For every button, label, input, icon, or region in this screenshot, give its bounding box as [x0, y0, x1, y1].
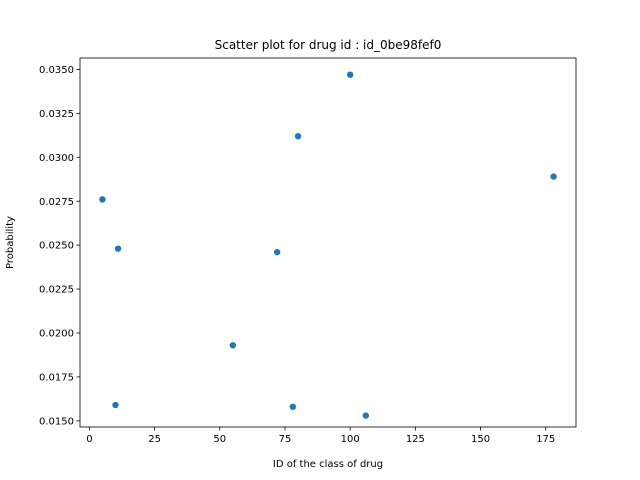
data-point	[550, 173, 556, 179]
data-point	[99, 196, 105, 202]
y-tick-label: 0.0350	[39, 65, 74, 76]
data-point	[347, 71, 353, 77]
y-tick-label: 0.0200	[39, 329, 74, 340]
x-axis-label: ID of the class of drug	[273, 459, 383, 470]
data-point	[363, 412, 369, 418]
x-tick-label: 100	[341, 434, 360, 445]
data-point	[230, 342, 236, 348]
y-axis-ticks: 0.0150 0.0175 0.0200 0.0225 0.0250 0.0275 0.03…	[39, 65, 80, 427]
y-tick-label: 0.0225	[39, 285, 74, 296]
x-tick-label: 150	[471, 434, 490, 445]
y-tick-label: 0.0250	[39, 241, 74, 252]
chart-title: Scatter plot for drug id : id_0be98fef0	[215, 38, 442, 52]
x-tick-label: 125	[406, 434, 425, 445]
y-tick-label: 0.0275	[39, 197, 74, 208]
x-tick-label: 175	[536, 434, 555, 445]
y-tick-label: 0.0150	[39, 416, 74, 427]
data-point	[290, 404, 296, 410]
data-point	[115, 245, 121, 251]
data-point	[274, 249, 280, 255]
x-tick-label: 25	[148, 434, 161, 445]
y-axis-label: Probability	[5, 216, 16, 269]
x-tick-label: 75	[279, 434, 292, 445]
data-point	[295, 133, 301, 139]
data-point	[112, 402, 118, 408]
x-tick-label: 0	[86, 434, 92, 445]
y-tick-label: 0.0300	[39, 153, 74, 164]
y-tick-label: 0.0175	[39, 373, 74, 384]
y-tick-label: 0.0325	[39, 109, 74, 120]
x-tick-label: 50	[213, 434, 226, 445]
